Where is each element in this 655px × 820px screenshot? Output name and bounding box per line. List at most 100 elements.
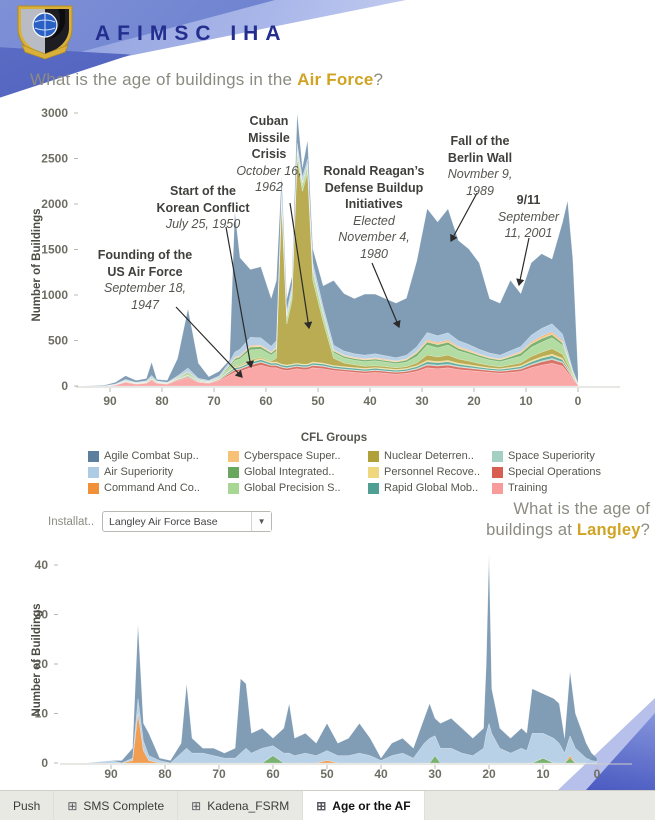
x-tick-label: 50 <box>311 394 325 408</box>
question-main-highlight: Air Force <box>297 70 374 89</box>
legend-swatch-icon <box>492 450 503 462</box>
legend-item-space-superiority[interactable]: Space Superiority <box>492 448 602 464</box>
x-tick-label: 80 <box>155 394 169 408</box>
legend-item-nuclear-deterren[interactable]: Nuclear Deterren.. <box>368 448 490 464</box>
workbook-tab-bar: Push ⊞ SMS Complete ⊞ Kadena_FSRM ⊞ Age or the… <box>0 790 655 820</box>
x-tick-label: 20 <box>482 767 496 781</box>
legend-swatch-icon <box>228 482 239 494</box>
x-tick-label: 90 <box>104 767 118 781</box>
tab-kadena-fsrm[interactable]: ⊞ Kadena_FSRM <box>178 791 304 820</box>
sheet-grid-icon: ⊞ <box>191 798 202 813</box>
legend-title: CFL Groups <box>300 432 368 444</box>
y-tick-label: 1000 <box>41 288 68 302</box>
y-tick-label: 10 <box>35 707 49 721</box>
caret-down-icon[interactable]: ▼ <box>251 512 272 531</box>
legend-swatch-icon <box>492 482 503 494</box>
area-series-global-precision-strike[interactable] <box>84 151 579 387</box>
installation-dropdown-value: Langley Air Force Base <box>109 515 218 528</box>
legend-label: Air Superiority <box>104 466 174 478</box>
x-tick-label: 90 <box>103 394 117 408</box>
air-force-logo <box>14 3 76 66</box>
legend-item-rapid-global-mob[interactable]: Rapid Global Mob.. <box>368 480 490 496</box>
tab-label: Push <box>13 798 41 813</box>
x-tick-label: 30 <box>415 394 429 408</box>
x-tick-label: 40 <box>374 767 388 781</box>
question-main-suffix: ? <box>373 70 384 89</box>
tab-sms-complete[interactable]: ⊞ SMS Complete <box>54 791 179 820</box>
annotation-arrow-founding-us-air-force <box>175 306 243 378</box>
legend-item-cyberspace-super[interactable]: Cyberspace Super.. <box>228 448 366 464</box>
question-main-prefix: What is the age of buildings in the <box>30 70 298 89</box>
question-langley-highlight: Langley <box>576 521 641 539</box>
tab-label: Age or the AF <box>332 798 411 813</box>
legend-label: Agile Combat Sup.. <box>104 450 199 462</box>
legend-swatch-icon <box>228 450 239 462</box>
tab-label: SMS Complete <box>83 798 165 813</box>
y-axis-title: Number of Buildings <box>31 603 43 716</box>
tab-push[interactable]: Push <box>0 791 55 820</box>
legend-item-special-operations[interactable]: Special Operations <box>492 464 602 480</box>
area-series-air-superiority[interactable] <box>83 698 598 764</box>
legend-item-personnel-recove[interactable]: Personnel Recove.. <box>368 464 490 480</box>
area-series-agile-combat-support[interactable] <box>83 112 579 387</box>
legend-label: Rapid Global Mob.. <box>384 482 479 494</box>
legend-swatch-icon <box>368 482 379 494</box>
x-tick-label: 70 <box>207 394 221 408</box>
area-series-agile-combat-support[interactable] <box>83 555 598 764</box>
legend-item-global-integrated[interactable]: Global Integrated.. <box>228 464 366 480</box>
legend-label: Personnel Recove.. <box>384 466 480 478</box>
legend-grid: Agile Combat Sup.. Air Superiority Command… <box>88 448 601 496</box>
y-axis-title: Number of Buildings <box>31 208 43 321</box>
air-force-age-chart[interactable]: 90 80 70 60 50 40 30 20 10 0050010001500200025003… <box>0 95 655 440</box>
question-langley: What is the age of buildings at Langley? <box>360 499 650 541</box>
legend-swatch-icon <box>88 482 99 494</box>
annotation-arrow-nine-eleven <box>516 237 530 287</box>
legend-swatch-icon <box>228 466 239 478</box>
tab-label: Kadena_FSRM <box>207 798 290 813</box>
tab-age-or-the-af[interactable]: ⊞ Age or the AF <box>303 791 425 820</box>
x-tick-label: 20 <box>467 394 481 408</box>
y-tick-label: 3000 <box>41 106 68 120</box>
x-tick-label: 30 <box>428 767 442 781</box>
x-tick-label: 10 <box>536 767 550 781</box>
area-series-global-integrated-isr[interactable] <box>84 149 579 387</box>
langley-age-chart[interactable]: 90 80 70 60 50 40 30 20 10 0 0 10 20 30 40 Number of Bu… <box>0 540 655 790</box>
legend-label: Global Precision S.. <box>244 482 341 494</box>
legend-label: Special Operations <box>508 466 601 478</box>
legend-swatch-icon <box>368 466 379 478</box>
area-series-rapid-global-mobility[interactable] <box>84 355 579 387</box>
question-langley-line1: What is the age of <box>513 500 650 518</box>
legend-swatch-icon <box>492 466 503 478</box>
legend-item-air-superiority[interactable]: Air Superiority <box>88 464 226 480</box>
legend-label: Command And Co.. <box>104 482 200 494</box>
legend-swatch-icon <box>88 450 99 462</box>
app-title: AFIMSC IHA <box>95 22 288 45</box>
y-tick-label: 2500 <box>41 152 68 166</box>
x-tick-label: 80 <box>158 767 172 781</box>
legend-item-agile-combat-sup[interactable]: Agile Combat Sup.. <box>88 448 226 464</box>
cfl-groups-legend: CFL Groups Agile Combat Sup.. Air Superio… <box>88 432 601 496</box>
legend-label: Space Superiority <box>508 450 595 462</box>
legend-label: Cyberspace Super.. <box>244 450 341 462</box>
legend-item-global-precision-s[interactable]: Global Precision S.. <box>228 480 366 496</box>
sheet-grid-icon: ⊞ <box>316 798 327 813</box>
installation-dropdown[interactable]: Langley Air Force Base ▼ <box>102 511 273 532</box>
x-tick-label: 60 <box>266 767 280 781</box>
y-tick-label: 0 <box>41 756 48 770</box>
x-tick-label: 10 <box>519 394 533 408</box>
y-tick-label: 20 <box>35 657 49 671</box>
legend-item-training[interactable]: Training <box>492 480 602 496</box>
y-tick-label: 0 <box>61 379 68 393</box>
legend-swatch-icon <box>88 466 99 478</box>
legend-item-command-and-co[interactable]: Command And Co.. <box>88 480 226 496</box>
annotation-arrow-fall-of-berlin-wall <box>450 192 478 243</box>
x-tick-label: 40 <box>363 394 377 408</box>
installation-filter: Installat.. Langley Air Force Base ▼ <box>48 511 273 532</box>
legend-swatch-icon <box>368 450 379 462</box>
area-series-special-operations[interactable] <box>84 359 579 387</box>
legend-label: Training <box>508 482 548 494</box>
x-tick-label: 50 <box>320 767 334 781</box>
question-langley-line2-prefix: buildings at <box>486 521 577 539</box>
legend-label: Nuclear Deterren.. <box>384 450 474 462</box>
